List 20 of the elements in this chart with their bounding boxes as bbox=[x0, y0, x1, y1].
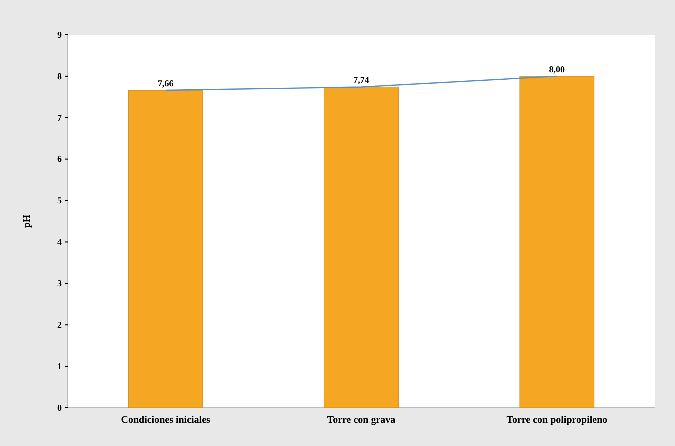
x-tick-label: Condiciones iniciales bbox=[121, 415, 211, 426]
bar bbox=[324, 86, 399, 408]
y-axis-title: pH bbox=[22, 214, 33, 228]
y-tick-label: 3 bbox=[58, 278, 62, 289]
x-tick-label: Torre con grava bbox=[327, 415, 396, 426]
y-tick-label: 2 bbox=[58, 320, 62, 330]
bar bbox=[128, 90, 204, 408]
y-tick-label: 1 bbox=[58, 361, 62, 372]
y-tick-label: 9 bbox=[58, 30, 62, 40]
x-tick-label: Torre con polipropileno bbox=[506, 415, 608, 426]
y-tick-label: 4 bbox=[58, 237, 62, 248]
data-label: 7,74 bbox=[354, 75, 370, 86]
data-label: 8,00 bbox=[549, 64, 566, 74]
y-tick-label: 6 bbox=[58, 154, 62, 164]
data-label: 7,66 bbox=[158, 78, 174, 89]
bar bbox=[520, 76, 595, 408]
y-tick-label: 8 bbox=[58, 71, 62, 82]
y-tick-label: 7 bbox=[58, 112, 62, 123]
y-tick-label: 0 bbox=[58, 402, 62, 413]
y-tick-label: 5 bbox=[58, 196, 62, 206]
